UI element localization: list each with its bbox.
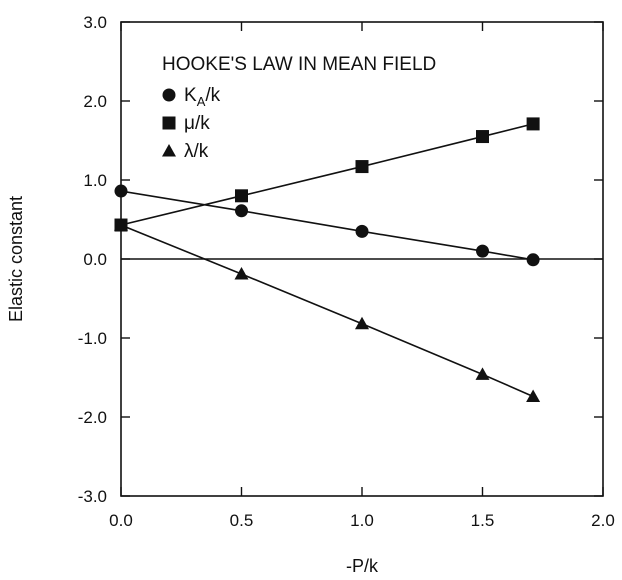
legend-entry-triangle: λ/k: [184, 141, 209, 162]
y-tick-label: 3.0: [83, 13, 107, 32]
data-point-triangle: [475, 367, 490, 380]
x-tick-label: 2.0: [591, 511, 615, 530]
x-tick-label: 1.0: [350, 511, 374, 530]
data-point-triangle: [234, 267, 249, 280]
legend-title: HOOKE'S LAW IN MEAN FIELD: [162, 54, 436, 75]
legend-marker-square: [162, 116, 176, 130]
y-tick-label: -2.0: [78, 408, 107, 427]
data-point-triangle: [526, 389, 541, 402]
series-line-square: [120, 123, 534, 226]
y-tick-label: -1.0: [78, 329, 107, 348]
y-tick-label: 0.0: [83, 250, 107, 269]
series-layer: [114, 117, 541, 402]
series-line-triangle: [120, 224, 534, 398]
y-tick-label: -3.0: [78, 487, 107, 506]
data-point-circle: [526, 253, 540, 267]
y-axis-label: Elastic constant: [6, 196, 26, 322]
legend: HOOKE'S LAW IN MEAN FIELD KA/k μ/k λ/k: [162, 54, 436, 162]
data-point-triangle: [355, 316, 369, 330]
data-point-circle: [235, 204, 248, 218]
x-tick-label: 0.0: [109, 511, 133, 530]
x-tick-label: 1.5: [471, 511, 495, 530]
data-point-square: [526, 117, 540, 131]
data-point-circle: [114, 184, 128, 198]
data-point-square: [476, 130, 489, 144]
legend-entry-circle: KA/k: [184, 85, 221, 109]
x-axis-label: -P/k: [346, 556, 379, 576]
data-point-square: [355, 160, 369, 174]
legend-marker-triangle: [162, 144, 176, 157]
legend-entry-square: μ/k: [184, 113, 210, 134]
y-tick-label: 2.0: [83, 92, 107, 111]
series-triangle: [114, 218, 541, 402]
axes: 0.0 0.5 1.0 1.5 2.0 -3.0 -2.0 -1.0 0.0 1.0 2.0 3.0: [78, 13, 615, 530]
data-point-triangle: [114, 218, 128, 231]
data-point-circle: [355, 224, 369, 238]
data-point-circle: [476, 244, 489, 258]
legend-marker-circle: [162, 88, 176, 102]
y-tick-label: 1.0: [83, 171, 107, 190]
series-circle: [114, 184, 540, 267]
data-point-square: [235, 189, 248, 203]
series-square: [114, 117, 540, 232]
x-tick-label: 0.5: [230, 511, 254, 530]
